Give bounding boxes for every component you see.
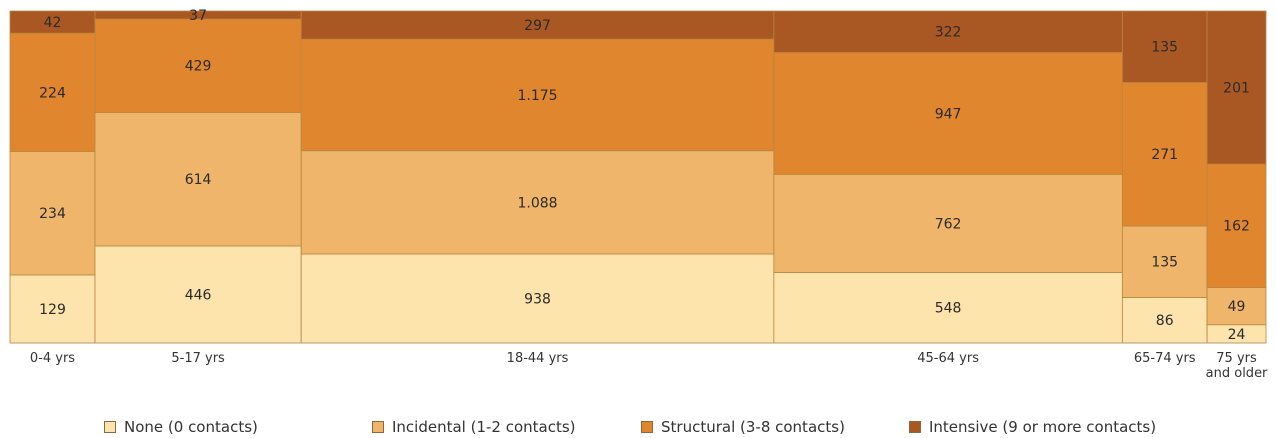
legend-item-intensive: Intensive (9 or more contacts) <box>909 418 1156 436</box>
data-label: 322 <box>935 25 962 41</box>
mosaic-cell <box>1121 297 1208 344</box>
legend-item-structural: Structural (3-8 contacts) <box>641 418 845 436</box>
legend-swatch-intensive <box>909 421 921 433</box>
data-label: 614 <box>185 172 212 188</box>
chart-legend: None (0 contacts) Incidental (1-2 contac… <box>0 418 1276 438</box>
legend-item-incidental: Incidental (1-2 contacts) <box>372 418 576 436</box>
mosaic-cell <box>1206 10 1267 165</box>
mosaic-cell <box>9 274 96 344</box>
chart-bars <box>9 10 1267 344</box>
legend-label-none: None (0 contacts) <box>124 418 258 436</box>
data-label: 224 <box>39 85 66 101</box>
data-label: 429 <box>185 59 212 75</box>
data-label: 762 <box>935 216 962 232</box>
data-label: 24 <box>1228 327 1246 343</box>
data-label: 297 <box>524 18 551 34</box>
x-tick-label: 0-4 yrs <box>30 351 75 366</box>
mosaic-cell <box>773 173 1123 273</box>
mosaic-cell <box>94 18 302 113</box>
data-label: 1.175 <box>517 88 557 104</box>
data-label: 129 <box>39 302 66 318</box>
data-label: 271 <box>1151 147 1178 163</box>
mosaic-cell <box>1121 10 1208 83</box>
data-label: 234 <box>39 206 66 222</box>
legend-swatch-incidental <box>372 421 384 433</box>
x-tick-label: 45-64 yrs <box>917 351 979 366</box>
mosaic-cell <box>94 111 302 247</box>
data-label: 86 <box>1156 313 1174 329</box>
mosaic-chart: 129 234 224 42 446 614 429 37 938 1.088 1.175 297 54… <box>9 8 1268 381</box>
legend-label-intensive: Intensive (9 or more contacts) <box>929 418 1157 436</box>
data-label: 135 <box>1151 40 1178 56</box>
chart-value-labels: 129 234 224 42 446 614 429 37 938 1.088 1.175 297 54… <box>39 8 1250 343</box>
mosaic-cell <box>1206 163 1267 288</box>
x-tick-label: 75 yrs <box>1216 351 1257 366</box>
legend-swatch-structural <box>641 421 653 433</box>
data-label: 548 <box>935 301 962 317</box>
x-tick-label: 18-44 yrs <box>507 351 569 366</box>
x-tick-label: 5-17 yrs <box>171 351 225 366</box>
legend-label-structural: Structural (3-8 contacts) <box>661 418 845 436</box>
mosaic-cell <box>94 245 302 344</box>
mosaic-cell <box>300 38 775 152</box>
legend-label-incidental: Incidental (1-2 contacts) <box>392 418 576 436</box>
mosaic-cell <box>1121 82 1208 227</box>
mosaic-cell <box>773 10 1123 53</box>
data-label: 1.088 <box>517 195 557 211</box>
data-label: 947 <box>935 106 962 122</box>
data-label: 938 <box>524 291 551 307</box>
mosaic-cell <box>300 10 775 40</box>
data-label: 162 <box>1223 219 1250 235</box>
legend-swatch-none <box>104 421 116 433</box>
data-label: 49 <box>1228 299 1246 315</box>
data-label: 135 <box>1151 255 1178 271</box>
mosaic-cell <box>300 253 775 344</box>
data-label: 42 <box>44 15 62 31</box>
mosaic-cell <box>773 272 1123 344</box>
mosaic-cell <box>1121 225 1208 298</box>
mosaic-cell <box>9 151 96 276</box>
legend-item-none: None (0 contacts) <box>104 418 258 436</box>
chart-x-tick-labels: 0-4 yrs 5-17 yrs 18-44 yrs 45-64 yrs 65-74 y… <box>30 351 1268 381</box>
mosaic-cell <box>1206 287 1267 326</box>
x-tick-label: 65-74 yrs <box>1134 351 1196 366</box>
data-label: 37 <box>189 8 207 24</box>
data-label: 201 <box>1223 81 1250 97</box>
x-tick-label: and older <box>1206 366 1268 381</box>
data-label: 446 <box>185 287 212 303</box>
